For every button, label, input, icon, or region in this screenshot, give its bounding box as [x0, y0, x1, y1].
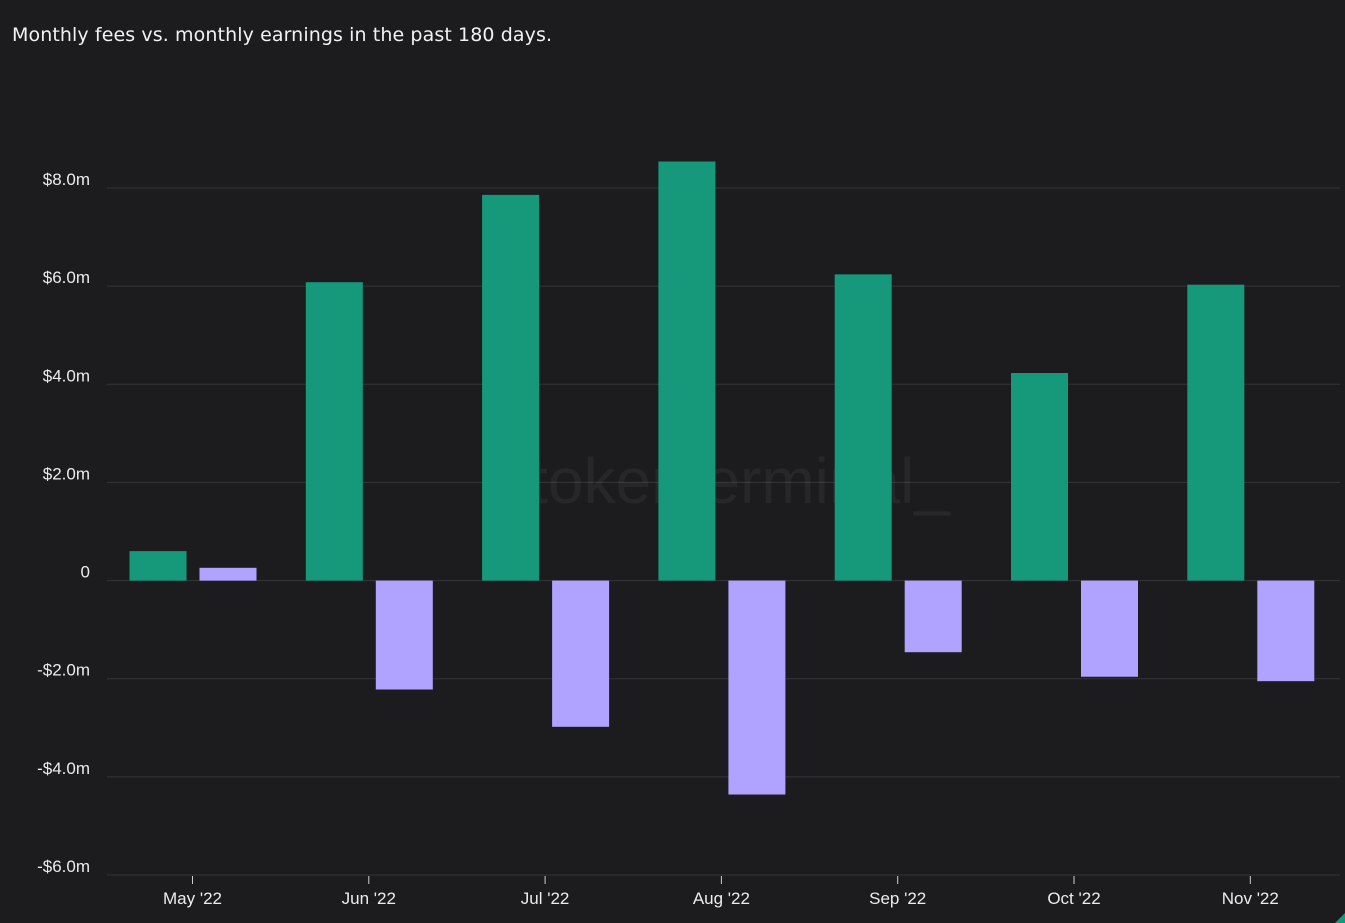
x-tick-label: Jun '22	[342, 889, 396, 908]
grid-lines	[107, 187, 1340, 876]
fees-bar[interactable]	[658, 161, 716, 581]
fees-bar[interactable]	[305, 282, 363, 581]
x-tick-label: Aug '22	[693, 889, 750, 908]
y-tick-label: $6.0m	[43, 268, 90, 287]
y-tick-label: -$4.0m	[37, 759, 90, 778]
earnings-bar[interactable]	[728, 580, 786, 795]
earnings-bar[interactable]	[904, 580, 962, 653]
corner-accent-icon	[1335, 913, 1345, 923]
fees-bar[interactable]	[1187, 284, 1245, 581]
x-tick-label: Oct '22	[1047, 889, 1100, 908]
x-axis: May '22 Jun '22 Jul '22 Aug '22 Sep '22 Oct '…	[163, 876, 1279, 908]
x-tick-label: Jul '22	[521, 889, 570, 908]
x-tick-label: Nov '22	[1222, 889, 1279, 908]
y-tick-label: 0	[81, 563, 90, 582]
fees-bar[interactable]	[834, 274, 892, 581]
fees-bar[interactable]	[129, 551, 187, 581]
bars	[129, 161, 1315, 795]
earnings-bar[interactable]	[1257, 580, 1315, 682]
earnings-bar[interactable]	[375, 580, 433, 690]
y-axis-ticks: $8.0m $6.0m $4.0m $2.0m 0 -$2.0m -$4.0m -$6.0m	[37, 170, 90, 876]
y-tick-label: -$2.0m	[37, 661, 90, 680]
y-tick-label: $8.0m	[43, 170, 90, 189]
x-tick-label: Sep '22	[869, 889, 926, 908]
earnings-bar[interactable]	[552, 580, 610, 727]
earnings-bar[interactable]	[1081, 580, 1138, 677]
y-tick-label: -$6.0m	[37, 857, 90, 876]
chart-title: Monthly fees vs. monthly earnings in the…	[12, 24, 553, 46]
y-tick-label: $2.0m	[43, 464, 90, 483]
fees-bar[interactable]	[1011, 372, 1068, 581]
fees-bar[interactable]	[482, 194, 540, 581]
y-tick-label: $4.0m	[43, 366, 90, 385]
earnings-bar[interactable]	[199, 567, 257, 581]
x-tick-label: May '22	[163, 889, 222, 908]
